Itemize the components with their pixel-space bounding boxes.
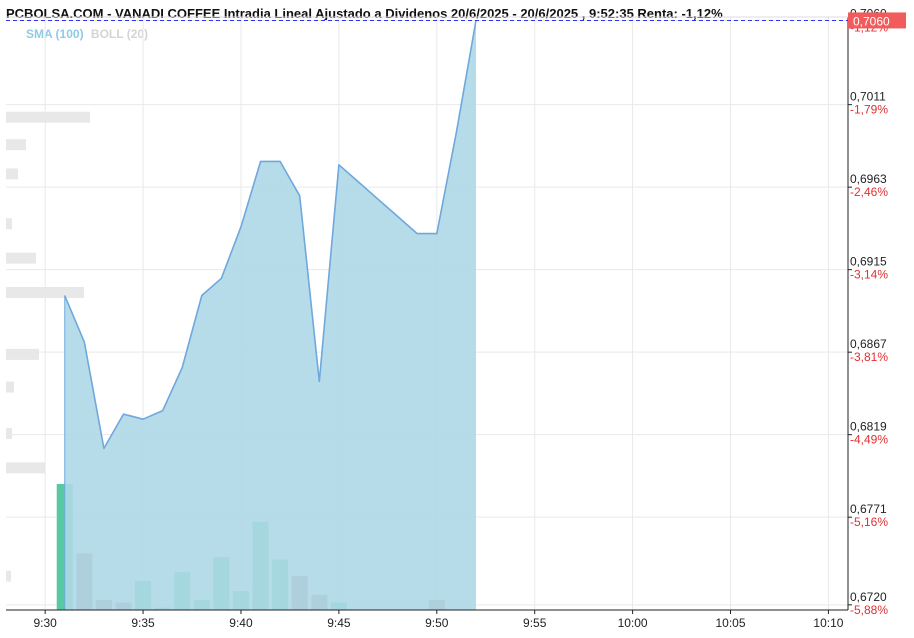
sma-indicator-label[interactable]: SMA (100) xyxy=(26,27,84,41)
y-tick-pct: -5,16% xyxy=(850,515,888,529)
volume-profile-bar xyxy=(6,252,36,264)
y-tick-label: 0,6963 xyxy=(850,172,887,186)
current-price-badge xyxy=(848,12,906,29)
y-tick-label: 0,7011 xyxy=(850,90,886,104)
volume-profile-bar xyxy=(6,111,90,123)
y-tick-label: 0,6771 xyxy=(850,502,887,516)
volume-profile xyxy=(6,111,90,582)
y-tick-pct: -3,81% xyxy=(850,350,888,364)
x-axis-labels: 9:30 9:35 9:40 9:45 9:50 9:55 10:00 10:05 10:10 xyxy=(33,610,844,630)
price-area-fill xyxy=(64,20,476,610)
y-tick-pct: -4,49% xyxy=(850,433,888,447)
x-tick-label: 9:40 xyxy=(229,616,253,630)
volume-profile-bar xyxy=(6,381,14,393)
volume-profile-bar xyxy=(6,570,11,582)
volume-profile-bar xyxy=(6,139,26,151)
volume-profile-bar xyxy=(6,287,84,299)
y-tick-pct: -2,46% xyxy=(850,185,888,199)
volume-profile-bar xyxy=(6,427,12,439)
volume-profile-bar xyxy=(6,218,12,230)
current-price-label: 0,7060 xyxy=(853,14,890,28)
x-tick-label: 9:55 xyxy=(523,616,547,630)
x-tick-label: 10:05 xyxy=(715,616,745,630)
y-tick-pct: -5,88% xyxy=(850,603,888,617)
indicator-legend: SMA (100) BOLL (20) xyxy=(26,27,148,41)
volume-profile-bar xyxy=(6,168,18,180)
boll-indicator-label[interactable]: BOLL (20) xyxy=(90,27,149,41)
y-axis-labels: 0,7060-1,12%0,7011-1,79%0,6963-2,46%0,69… xyxy=(848,6,888,617)
price-area xyxy=(63,20,477,610)
chart-axes xyxy=(6,16,849,611)
volume-profile-bar xyxy=(6,462,45,474)
y-tick-pct: -1,79% xyxy=(850,103,888,117)
y-tick-pct: -3,14% xyxy=(850,268,888,282)
price-line xyxy=(63,20,477,450)
volume-profile-bar xyxy=(6,348,39,360)
y-tick-label: 0,6867 xyxy=(850,337,887,351)
x-tick-label: 10:00 xyxy=(618,616,648,630)
current-price-marker: 0,7060 xyxy=(6,12,906,29)
x-tick-label: 9:35 xyxy=(131,616,155,630)
x-tick-label: 9:45 xyxy=(327,616,351,630)
y-tick-label: 0,6720 xyxy=(850,590,887,604)
x-tick-label: 10:10 xyxy=(813,616,843,630)
x-tick-label: 9:30 xyxy=(33,616,57,630)
x-tick-label: 9:50 xyxy=(425,616,449,630)
y-tick-label: 0,6819 xyxy=(850,420,887,434)
y-tick-label: 0,6915 xyxy=(850,255,887,269)
